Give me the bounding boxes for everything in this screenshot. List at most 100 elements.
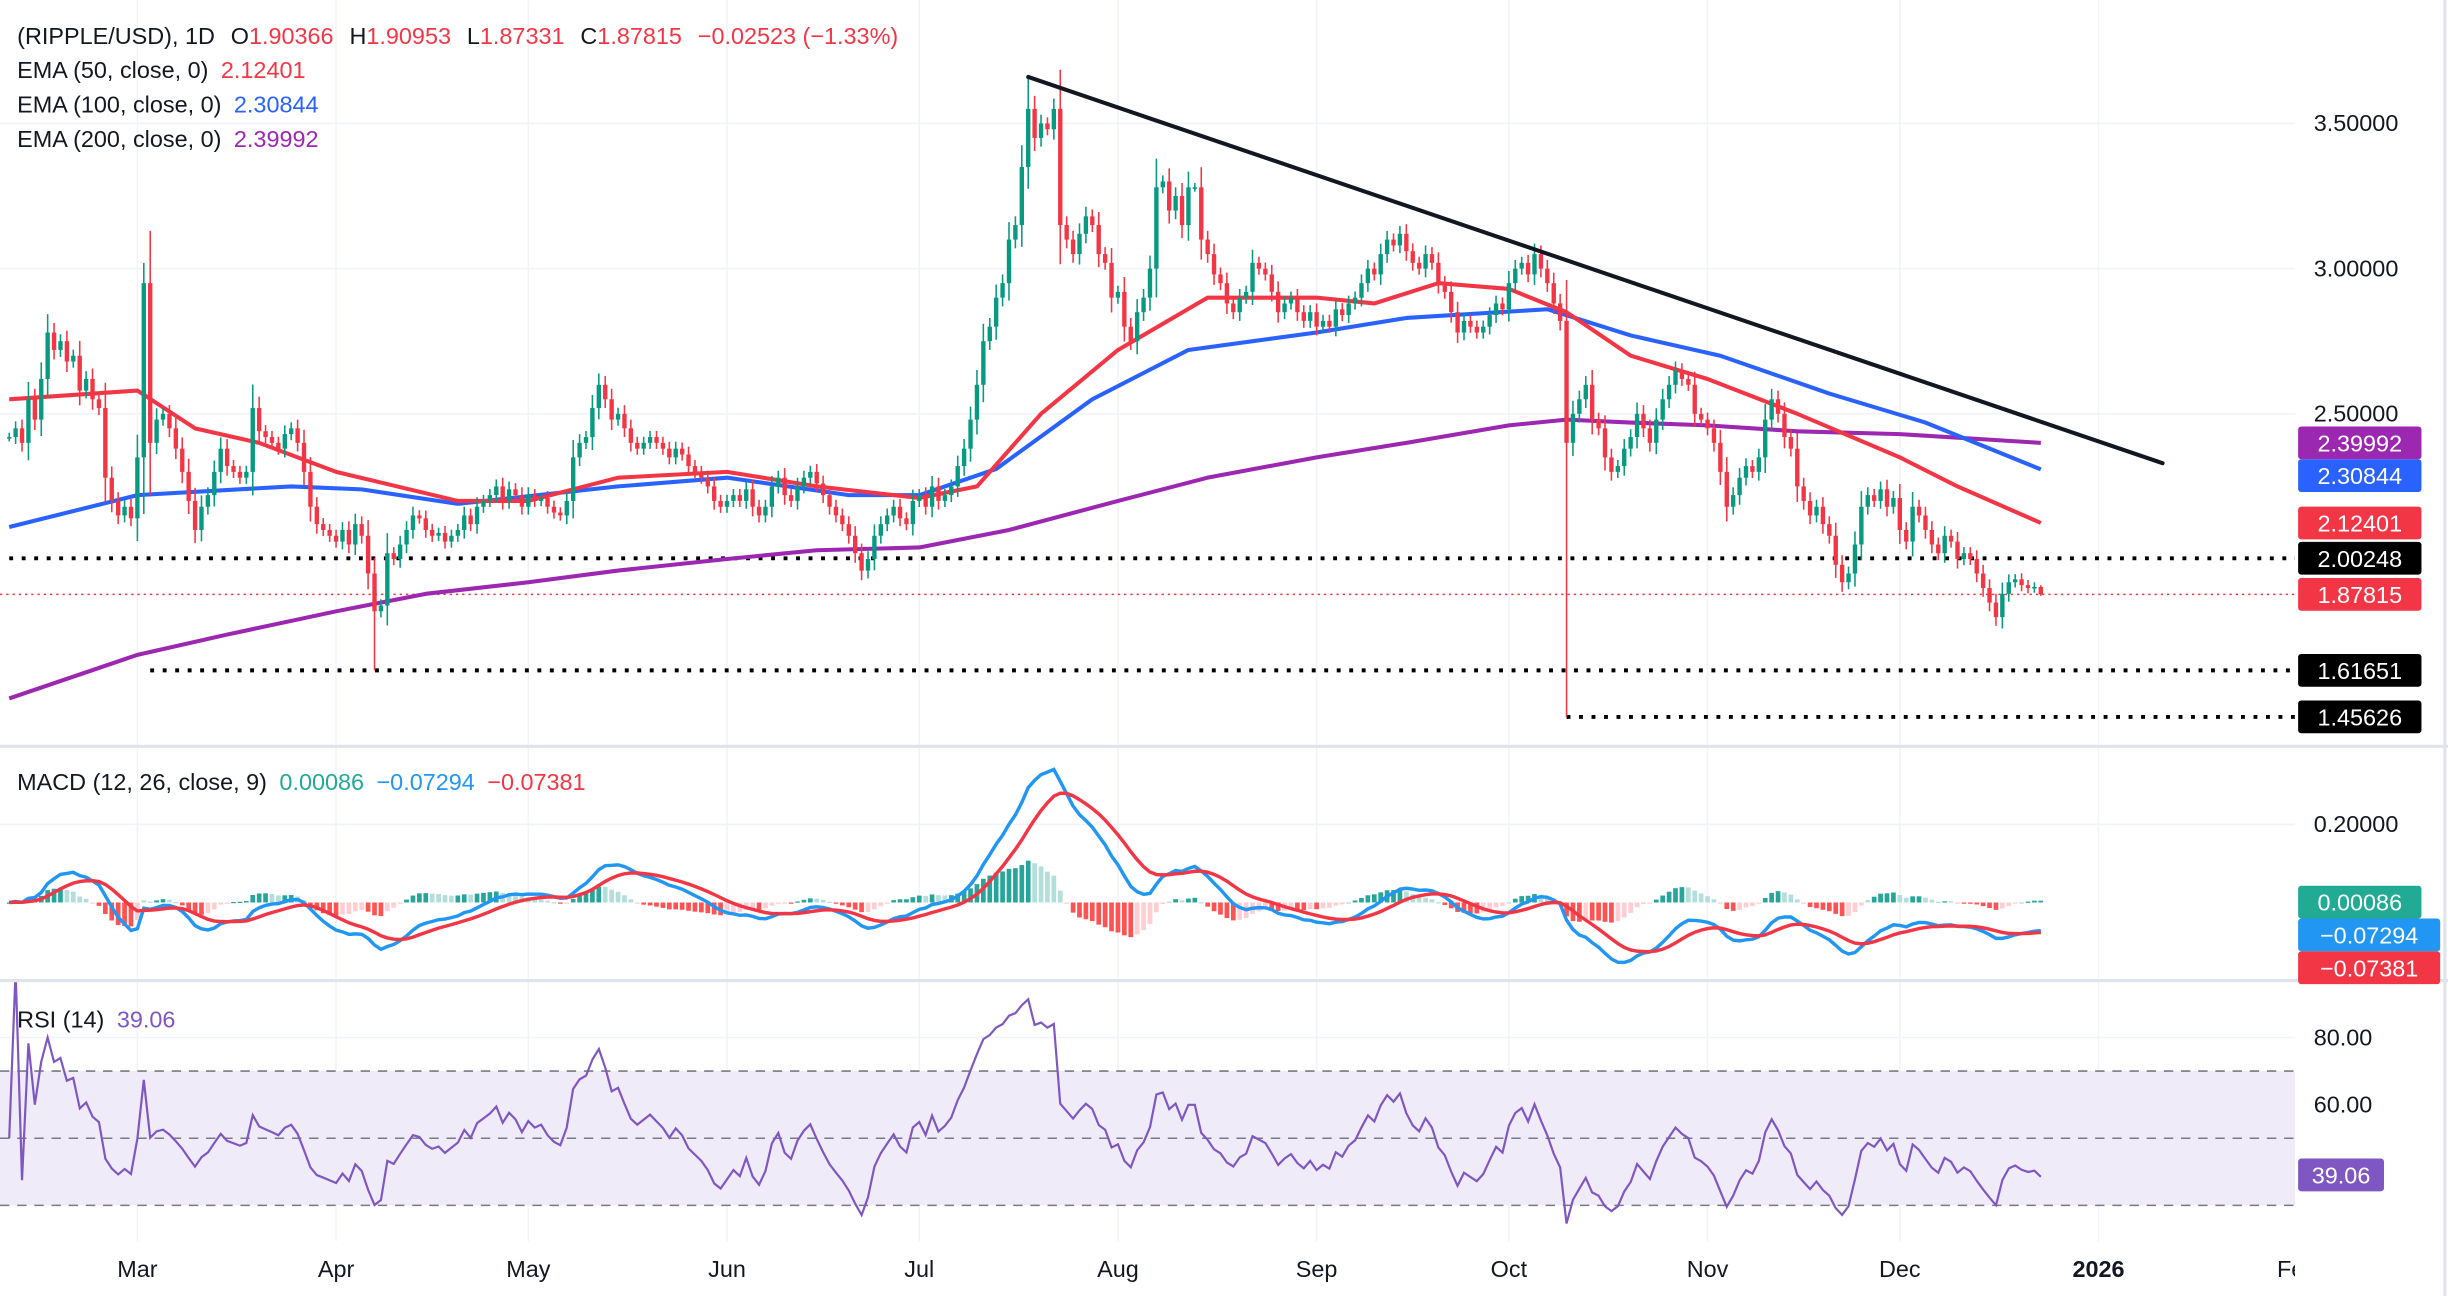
candle[interactable]	[827, 487, 832, 515]
candle[interactable]	[487, 489, 493, 508]
rsi-pane[interactable]	[0, 970, 2295, 1224]
candle[interactable]	[1006, 222, 1012, 301]
candle[interactable]	[2025, 579, 2031, 594]
candle[interactable]	[679, 442, 685, 461]
candle[interactable]	[795, 477, 800, 510]
candle[interactable]	[385, 533, 390, 626]
candle[interactable]	[654, 430, 659, 449]
candle[interactable]	[782, 468, 787, 505]
candle[interactable]	[1711, 419, 1717, 452]
candle[interactable]	[250, 384, 255, 496]
candle[interactable]	[1314, 303, 1319, 336]
candle[interactable]	[1391, 233, 1396, 252]
candle[interactable]	[718, 494, 723, 513]
candle[interactable]	[968, 406, 973, 462]
candle[interactable]	[808, 465, 813, 484]
candle[interactable]	[917, 489, 922, 508]
candle[interactable]	[32, 388, 38, 431]
candle[interactable]	[1615, 459, 1621, 478]
candle[interactable]	[1583, 376, 1588, 409]
candle[interactable]	[122, 499, 127, 523]
candle[interactable]	[1045, 117, 1050, 136]
candle[interactable]	[1231, 296, 1236, 320]
candle[interactable]	[1775, 390, 1781, 423]
candle[interactable]	[1211, 243, 1217, 285]
candle[interactable]	[1897, 484, 1903, 544]
candle[interactable]	[1173, 187, 1178, 220]
candle[interactable]	[1936, 537, 1941, 561]
candle[interactable]	[1243, 285, 1249, 304]
candle[interactable]	[474, 497, 480, 534]
candle[interactable]	[558, 507, 563, 521]
candle[interactable]	[526, 487, 531, 515]
candle[interactable]	[1673, 361, 1678, 394]
candle[interactable]	[1487, 307, 1492, 335]
candle[interactable]	[1122, 277, 1127, 342]
candle[interactable]	[750, 479, 755, 517]
candle[interactable]	[1109, 248, 1114, 313]
candle[interactable]	[1468, 314, 1473, 333]
candle[interactable]	[1493, 295, 1499, 323]
candle[interactable]	[1968, 547, 1973, 566]
candle[interactable]	[692, 459, 698, 478]
candle[interactable]	[1641, 405, 1646, 438]
candle[interactable]	[1410, 243, 1415, 271]
candle[interactable]	[1910, 491, 1915, 557]
candle[interactable]	[404, 521, 409, 554]
candle[interactable]	[160, 407, 166, 426]
candle[interactable]	[90, 368, 95, 410]
candle[interactable]	[1961, 547, 1967, 566]
candle[interactable]	[852, 526, 858, 563]
candle[interactable]	[1436, 252, 1441, 294]
candle[interactable]	[1205, 230, 1210, 263]
candle[interactable]	[301, 429, 307, 485]
candle[interactable]	[1513, 259, 1518, 292]
candle[interactable]	[1058, 69, 1063, 265]
macd-legend[interactable]: MACD (12, 26, close, 9) 0.00086 −0.07294 −0…	[17, 769, 585, 795]
candle[interactable]	[7, 432, 12, 442]
candle[interactable]	[1622, 439, 1627, 476]
candle[interactable]	[1481, 320, 1486, 339]
candle[interactable]	[1519, 256, 1524, 275]
candle[interactable]	[596, 373, 602, 420]
candle[interactable]	[538, 492, 544, 507]
candle[interactable]	[423, 510, 428, 538]
candle[interactable]	[801, 470, 807, 494]
candle[interactable]	[1750, 459, 1755, 478]
candle[interactable]	[340, 522, 345, 550]
candle[interactable]	[173, 417, 179, 460]
candle[interactable]	[1692, 371, 1697, 427]
candle[interactable]	[833, 499, 839, 523]
candle[interactable]	[430, 523, 435, 542]
candle[interactable]	[1974, 550, 1979, 583]
candle[interactable]	[981, 323, 986, 403]
candle[interactable]	[333, 529, 339, 548]
candle[interactable]	[1378, 243, 1383, 285]
candle[interactable]	[1141, 288, 1146, 321]
candle[interactable]	[987, 317, 992, 350]
candle[interactable]	[1666, 376, 1672, 409]
candle[interactable]	[436, 527, 441, 542]
candle[interactable]	[295, 419, 300, 452]
candle[interactable]	[1686, 372, 1691, 391]
rsi-legend[interactable]: RSI (14) 39.06	[17, 1006, 175, 1032]
candle[interactable]	[1590, 369, 1595, 435]
candle[interactable]	[1987, 579, 1992, 612]
candle[interactable]	[1737, 468, 1742, 505]
candle[interactable]	[1609, 448, 1614, 481]
candle[interactable]	[327, 523, 332, 542]
candle[interactable]	[1359, 274, 1364, 307]
candle[interactable]	[410, 506, 416, 539]
candle[interactable]	[1923, 506, 1928, 539]
candle[interactable]	[468, 508, 473, 532]
candle[interactable]	[192, 487, 198, 544]
candle[interactable]	[628, 419, 634, 452]
candle[interactable]	[1724, 457, 1729, 522]
candle[interactable]	[564, 492, 569, 525]
candle[interactable]	[1134, 299, 1140, 355]
candle[interactable]	[1224, 272, 1230, 314]
candle[interactable]	[455, 523, 461, 542]
candle[interactable]	[1070, 230, 1076, 263]
candle[interactable]	[603, 376, 608, 409]
candle[interactable]	[1147, 255, 1153, 311]
